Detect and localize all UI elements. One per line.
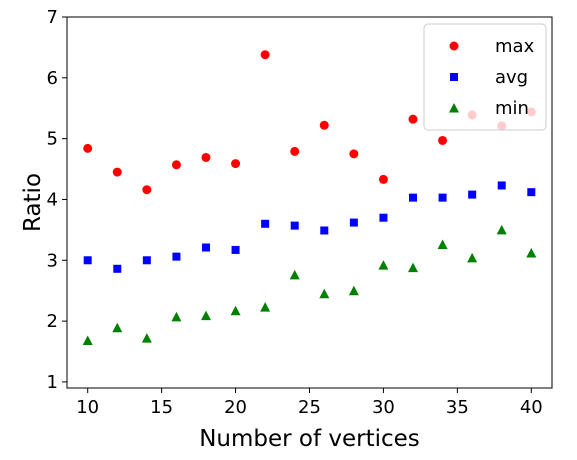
data-point-min [171,311,182,322]
data-point-avg [438,193,447,202]
data-point-min [141,333,152,343]
data-point-max [201,152,211,162]
y-tick-label: 2 [47,311,58,332]
legend-label-min: min [495,98,529,119]
x-tick-label: 10 [76,397,99,418]
data-point-avg [527,188,536,197]
y-tick-label: 1 [47,372,58,393]
data-point-max [438,135,448,145]
legend-marker-max [449,41,459,51]
data-point-min [467,252,478,263]
data-point-avg [349,218,358,227]
data-point-min [200,310,211,321]
data-point-max [349,149,359,159]
data-point-min [230,305,241,316]
data-point-max [83,143,93,153]
data-point-avg [201,243,210,252]
data-point-min [408,262,419,273]
data-point-max [171,160,181,170]
data-point-min [437,239,448,249]
x-tick-label: 30 [372,397,395,418]
legend-marker-avg [450,73,458,81]
data-point-max [378,174,388,184]
data-point-avg [379,213,388,222]
y-axis-label: Ratio [20,173,46,232]
data-point-max [408,114,418,124]
y-tick-label: 5 [47,129,58,150]
data-point-avg [172,252,181,261]
x-tick-label: 25 [298,397,321,418]
data-point-avg [497,181,506,190]
legend: max avg min [423,23,547,131]
data-point-avg [320,226,329,235]
legend-box [423,23,547,131]
data-point-min [260,302,271,312]
x-axis: 10 15 20 25 30 35 40 [76,388,543,418]
data-point-max [112,167,122,177]
y-tick-label: 4 [47,189,58,210]
legend-label-max: max [495,36,535,57]
data-point-min [289,269,300,280]
y-tick-label: 3 [47,250,58,271]
y-axis: 1 2 3 4 5 6 7 [47,7,67,393]
data-point-avg [468,190,477,199]
data-point-max [142,185,152,195]
data-point-min [112,322,123,333]
data-point-max [260,50,270,60]
data-point-avg [142,256,151,265]
data-point-min [378,260,389,270]
data-point-avg [113,264,122,273]
x-tick-label: 40 [520,397,543,418]
y-tick-label: 7 [47,7,58,28]
y-tick-label: 6 [47,68,58,89]
data-point-avg [231,245,240,254]
x-tick-label: 20 [224,397,247,418]
data-point-max [319,120,329,130]
x-axis-label: Number of vertices [199,426,420,452]
data-point-avg [261,219,270,228]
x-tick-label: 15 [150,397,173,418]
data-point-avg [290,221,299,230]
legend-label-avg: avg [495,67,528,88]
data-point-max [290,146,300,156]
data-point-avg [409,193,418,202]
legend-marker-min [449,103,459,113]
data-point-min [496,224,507,235]
data-point-max [231,159,241,169]
data-point-min [526,247,537,258]
data-point-avg [83,256,92,265]
data-point-min [82,335,93,346]
data-point-min [348,285,359,296]
x-tick-label: 35 [446,397,469,418]
data-point-min [319,288,330,299]
